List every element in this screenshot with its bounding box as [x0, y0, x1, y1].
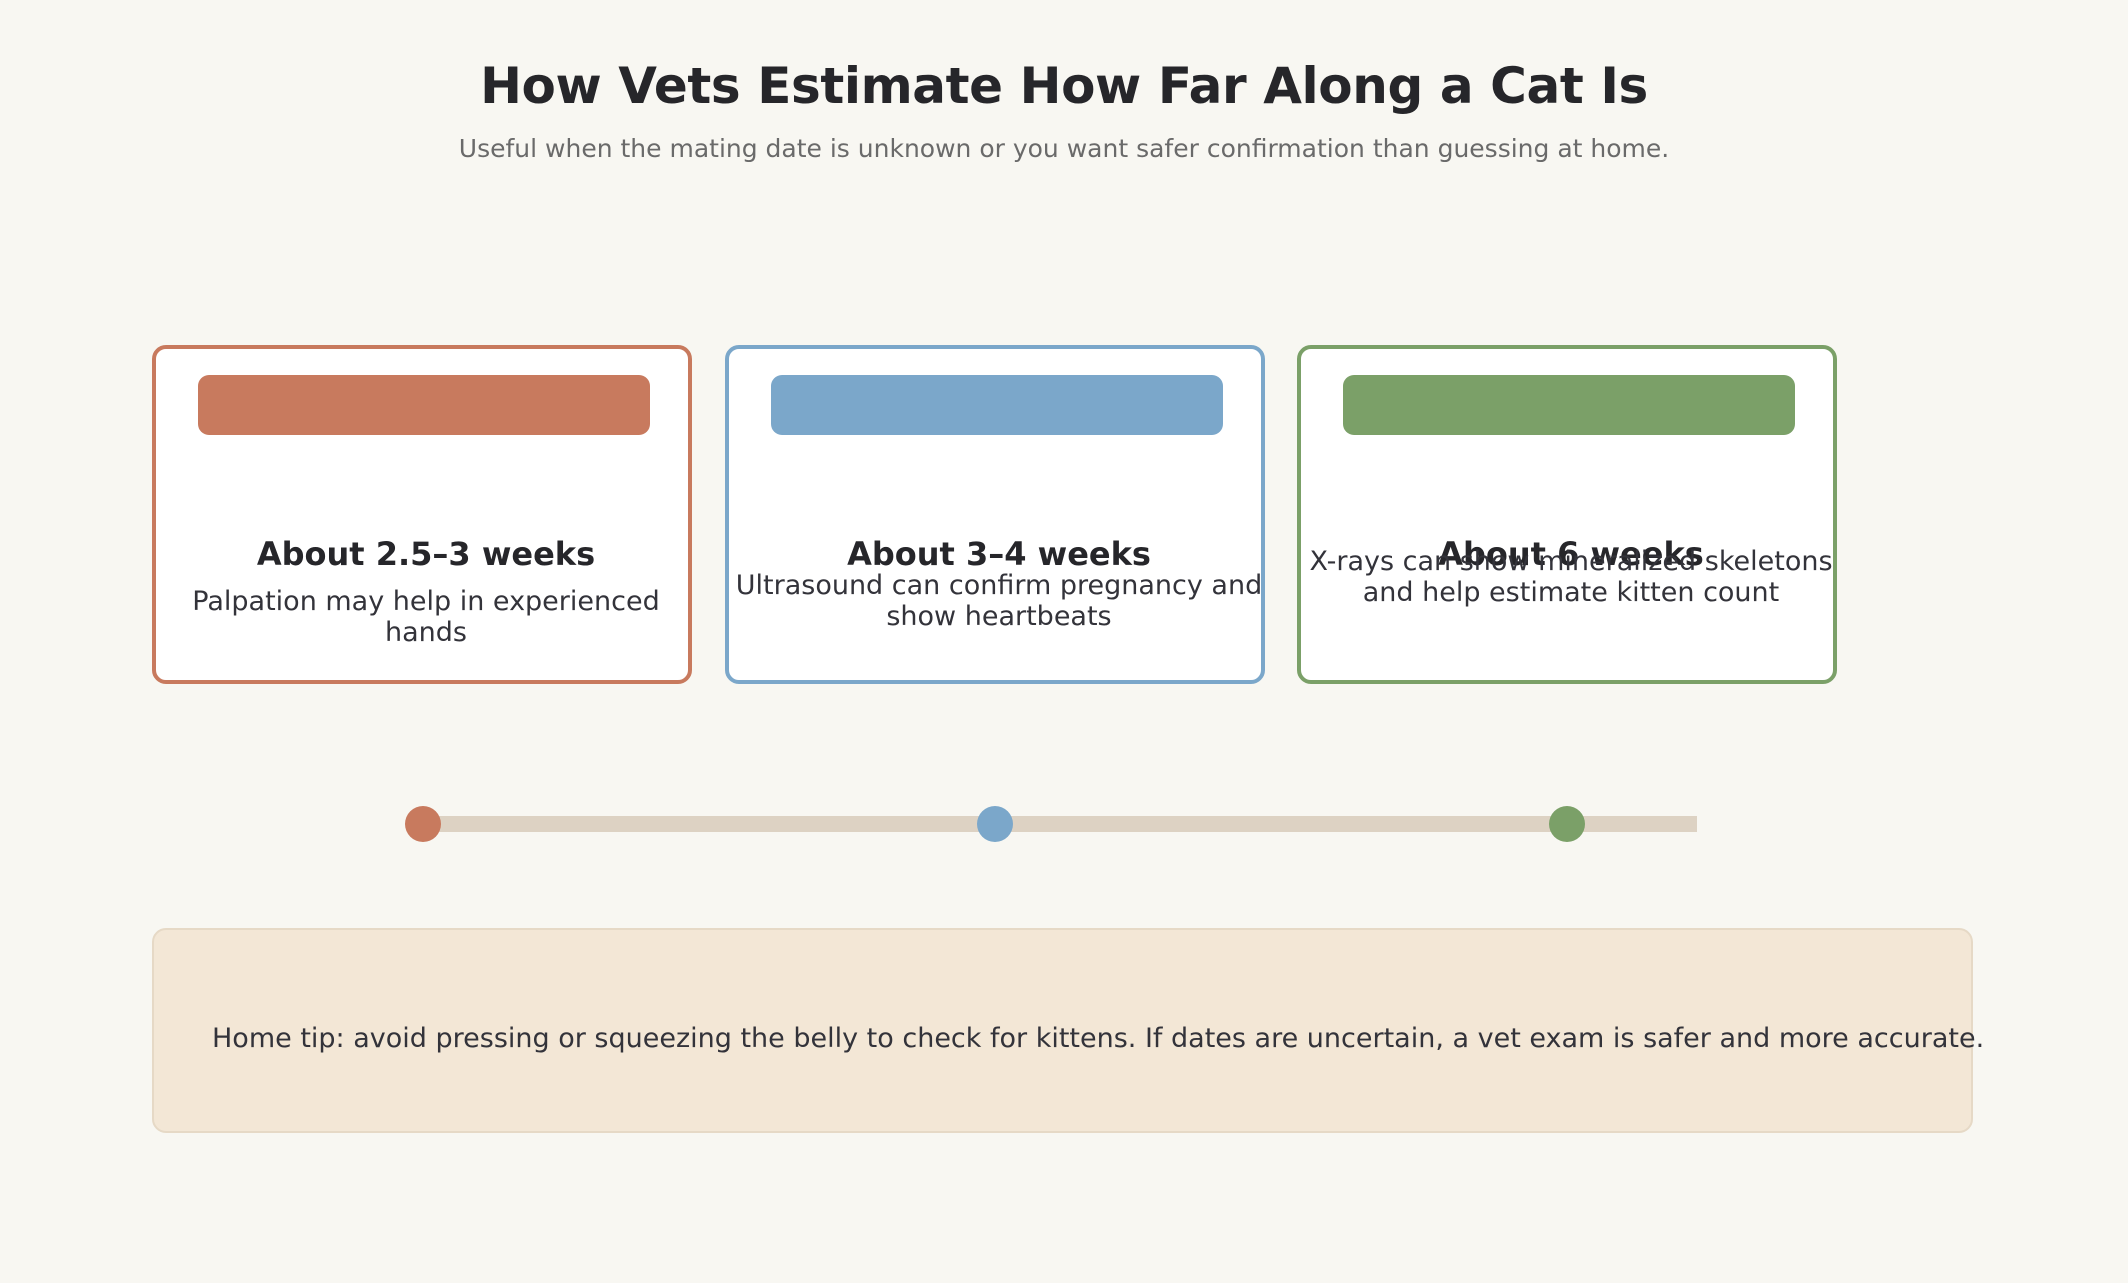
stage-card-description: X-rays can show mineralized skeletons an…	[1309, 546, 1833, 609]
stage-card-description: Ultrasound can confirm pregnancy and sho…	[735, 570, 1263, 633]
stage-card-text: About 6 weeks X-rays can show mineralize…	[1301, 538, 1841, 609]
stage-color-bar	[1343, 375, 1795, 435]
stage-card-xray[interactable]: About 6 weeks X-rays can show mineralize…	[1297, 345, 1837, 684]
page-header: How Vets Estimate How Far Along a Cat Is…	[0, 0, 2128, 166]
stage-card-heading: About 6 weeks	[1438, 535, 1704, 573]
timeline-marker-stage-3[interactable]	[1549, 806, 1585, 842]
stage-card-description: Palpation may help in experienced hands	[192, 586, 660, 649]
stage-timeline	[0, 806, 2128, 846]
stage-card-ultrasound[interactable]: About 3–4 weeks Ultrasound can confirm p…	[725, 345, 1265, 684]
stage-cards-row: About 2.5–3 weeks Palpation may help in …	[152, 345, 1837, 685]
page-subtitle: Useful when the mating date is unknown o…	[458, 134, 1670, 163]
timeline-marker-stage-2[interactable]	[977, 806, 1013, 842]
home-tip-text: Home tip: avoid pressing or squeezing th…	[212, 1023, 1985, 1054]
stage-card-palpation[interactable]: About 2.5–3 weeks Palpation may help in …	[152, 345, 692, 684]
stage-color-bar	[771, 375, 1223, 435]
page-title: How Vets Estimate How Far Along a Cat Is	[480, 57, 1648, 115]
stage-card-heading: About 3–4 weeks	[847, 535, 1151, 573]
stage-card-text: About 2.5–3 weeks Palpation may help in …	[156, 538, 696, 649]
stage-card-text: About 3–4 weeks Ultrasound can confirm p…	[729, 538, 1269, 633]
timeline-track	[423, 816, 1697, 832]
stage-card-heading: About 2.5–3 weeks	[256, 535, 596, 573]
home-tip-banner: Home tip: avoid pressing or squeezing th…	[152, 928, 1984, 1133]
stage-color-bar	[198, 375, 650, 435]
timeline-marker-stage-1[interactable]	[405, 806, 441, 842]
